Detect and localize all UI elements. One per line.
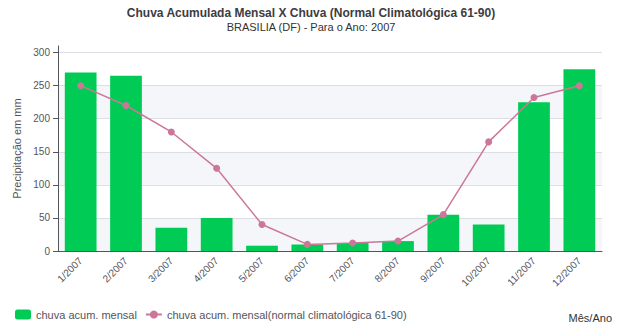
svg-text:1/2007: 1/2007	[55, 255, 85, 285]
svg-text:8/2007: 8/2007	[373, 255, 403, 285]
svg-text:chuva acum. mensal(normal clim: chuva acum. mensal(normal climatológica …	[167, 309, 407, 321]
svg-text:12/2007: 12/2007	[550, 255, 584, 289]
svg-text:5/2007: 5/2007	[237, 255, 267, 285]
svg-text:Mês/Ano: Mês/Ano	[569, 312, 612, 324]
svg-text:200: 200	[33, 113, 50, 124]
svg-text:250: 250	[33, 80, 50, 91]
svg-text:100: 100	[33, 179, 50, 190]
svg-text:150: 150	[33, 146, 50, 157]
svg-text:chuva acum. mensal: chuva acum. mensal	[36, 309, 137, 321]
svg-text:BRASILIA (DF) - Para o Ano: 20: BRASILIA (DF) - Para o Ano: 2007	[227, 21, 396, 33]
svg-text:Chuva Acumulada Mensal X Chuva: Chuva Acumulada Mensal X Chuva (Normal C…	[127, 6, 495, 20]
svg-text:3/2007: 3/2007	[146, 255, 176, 285]
svg-text:6/2007: 6/2007	[282, 255, 312, 285]
svg-text:11/2007: 11/2007	[505, 255, 538, 288]
svg-text:Precipitação em mm: Precipitação em mm	[11, 98, 23, 198]
svg-text:2/2007: 2/2007	[101, 255, 131, 285]
svg-text:50: 50	[39, 212, 51, 223]
svg-text:300: 300	[33, 47, 50, 58]
svg-text:10/2007: 10/2007	[459, 255, 493, 289]
svg-text:0: 0	[44, 246, 50, 257]
svg-text:9/2007: 9/2007	[418, 255, 448, 285]
svg-text:7/2007: 7/2007	[327, 255, 357, 285]
svg-text:4/2007: 4/2007	[191, 255, 221, 285]
